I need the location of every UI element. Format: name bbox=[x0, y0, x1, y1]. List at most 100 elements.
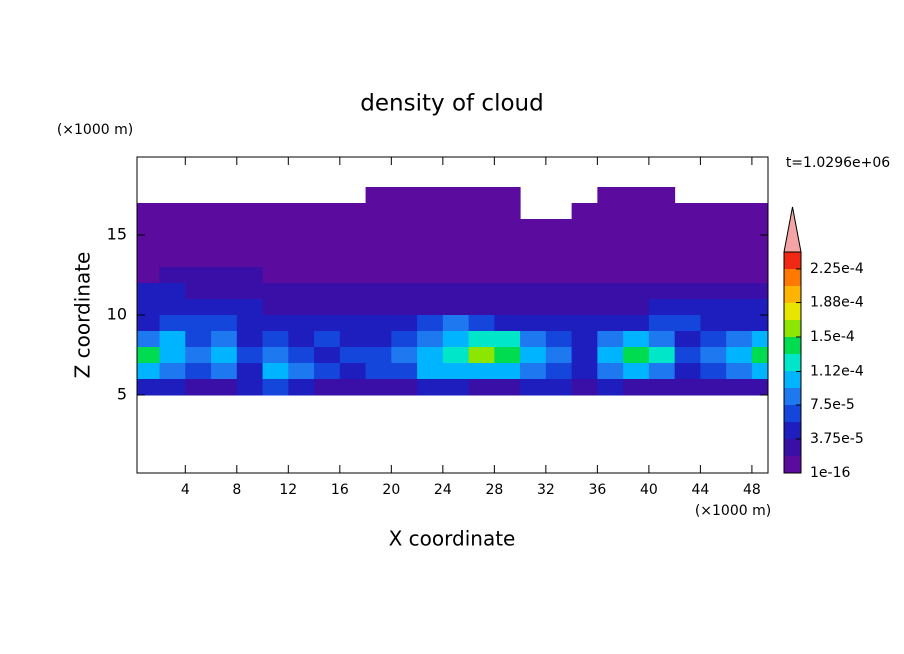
contour-cell bbox=[314, 347, 341, 364]
contour-cell bbox=[365, 315, 392, 332]
contour-cell bbox=[417, 235, 444, 252]
contour-cell bbox=[726, 331, 753, 348]
contour-cell bbox=[365, 203, 392, 220]
contour-cell bbox=[751, 219, 768, 236]
contour-cell bbox=[648, 235, 676, 252]
contour-cell bbox=[700, 347, 727, 364]
contour-cell bbox=[494, 283, 521, 300]
contour-cell bbox=[288, 331, 315, 348]
contour-cell bbox=[468, 187, 495, 204]
colorbar-frame bbox=[783, 251, 802, 474]
contour-cell bbox=[571, 203, 598, 220]
colorbar-band bbox=[784, 456, 801, 473]
contour-cell bbox=[674, 331, 701, 348]
contour-cell bbox=[674, 379, 701, 396]
contour-cell bbox=[339, 347, 367, 364]
x-tick-label: 36 bbox=[588, 482, 606, 498]
contour-cell bbox=[545, 235, 573, 252]
contour-cell bbox=[545, 331, 573, 348]
contour-cell bbox=[623, 203, 650, 220]
contour-cell bbox=[597, 363, 624, 380]
contour-cell bbox=[468, 267, 495, 284]
contour-cell bbox=[159, 379, 186, 396]
contour-cell bbox=[623, 251, 650, 268]
x-tick-label: 44 bbox=[691, 482, 709, 498]
contour-cell bbox=[236, 315, 264, 332]
contour-cell bbox=[494, 251, 521, 268]
contour-cell bbox=[571, 219, 598, 236]
contour-cell bbox=[623, 315, 650, 332]
contour-cell bbox=[137, 219, 161, 236]
contour-cell bbox=[391, 379, 418, 396]
contour-cell bbox=[365, 331, 392, 348]
contour-cell bbox=[700, 219, 727, 236]
contour-cell bbox=[159, 331, 186, 348]
contour-cell bbox=[442, 251, 470, 268]
contour-cell bbox=[494, 315, 521, 332]
contour-cell bbox=[417, 299, 444, 316]
contour-cell bbox=[314, 283, 341, 300]
colorbar-band bbox=[784, 371, 801, 388]
contour-cell bbox=[288, 347, 315, 364]
contour-cell bbox=[211, 251, 238, 268]
contour-cell bbox=[726, 363, 753, 380]
contour-cell bbox=[185, 299, 212, 316]
contour-cell bbox=[623, 299, 650, 316]
contour-cell bbox=[137, 331, 161, 348]
contour-cell bbox=[314, 363, 341, 380]
contour-cell bbox=[545, 379, 573, 396]
contour-cell bbox=[571, 251, 598, 268]
x-tick-label: 28 bbox=[485, 482, 503, 498]
contour-cell bbox=[494, 219, 521, 236]
contour-cell bbox=[623, 187, 650, 204]
contour-cell bbox=[520, 315, 547, 332]
contour-cell bbox=[442, 347, 470, 364]
contour-cell bbox=[391, 363, 418, 380]
contour-cell bbox=[236, 283, 264, 300]
contour-cell bbox=[494, 331, 521, 348]
contour-cell bbox=[137, 283, 161, 300]
contour-cell bbox=[339, 203, 367, 220]
contour-cell bbox=[314, 315, 341, 332]
contour-cell bbox=[623, 379, 650, 396]
contour-cell bbox=[417, 219, 444, 236]
contour-cell bbox=[211, 283, 238, 300]
contour-cell bbox=[211, 347, 238, 364]
contour-cell bbox=[417, 283, 444, 300]
contour-cell bbox=[648, 187, 676, 204]
colorbar-band bbox=[784, 439, 801, 456]
contour-cell bbox=[571, 267, 598, 284]
contour-cell bbox=[391, 187, 418, 204]
contour-cell bbox=[185, 203, 212, 220]
contour-cell bbox=[597, 203, 624, 220]
contour-cell bbox=[365, 235, 392, 252]
contour-cell bbox=[751, 267, 768, 284]
contour-cell bbox=[468, 203, 495, 220]
contour-cell bbox=[365, 299, 392, 316]
contour-cell bbox=[185, 379, 212, 396]
contour-cell bbox=[700, 267, 727, 284]
contour-cell bbox=[571, 235, 598, 252]
contour-cell bbox=[520, 379, 547, 396]
contour-cell bbox=[262, 347, 289, 364]
contour-cell bbox=[365, 219, 392, 236]
contour-cell bbox=[442, 331, 470, 348]
colorbar-band bbox=[784, 252, 801, 269]
contour-cell bbox=[571, 283, 598, 300]
contour-cell bbox=[391, 299, 418, 316]
contour-cell bbox=[674, 363, 701, 380]
contour-cell bbox=[314, 219, 341, 236]
contour-cell bbox=[288, 203, 315, 220]
contour-cell bbox=[159, 219, 186, 236]
contour-cell bbox=[391, 235, 418, 252]
contour-cell bbox=[262, 331, 289, 348]
contour-cell bbox=[442, 283, 470, 300]
contour-cell bbox=[211, 331, 238, 348]
contour-cell bbox=[571, 299, 598, 316]
contour-cell bbox=[545, 267, 573, 284]
contour-cell bbox=[288, 283, 315, 300]
contour-cell bbox=[751, 235, 768, 252]
contour-cell bbox=[339, 331, 367, 348]
contour-cell bbox=[597, 251, 624, 268]
contour-cell bbox=[648, 251, 676, 268]
